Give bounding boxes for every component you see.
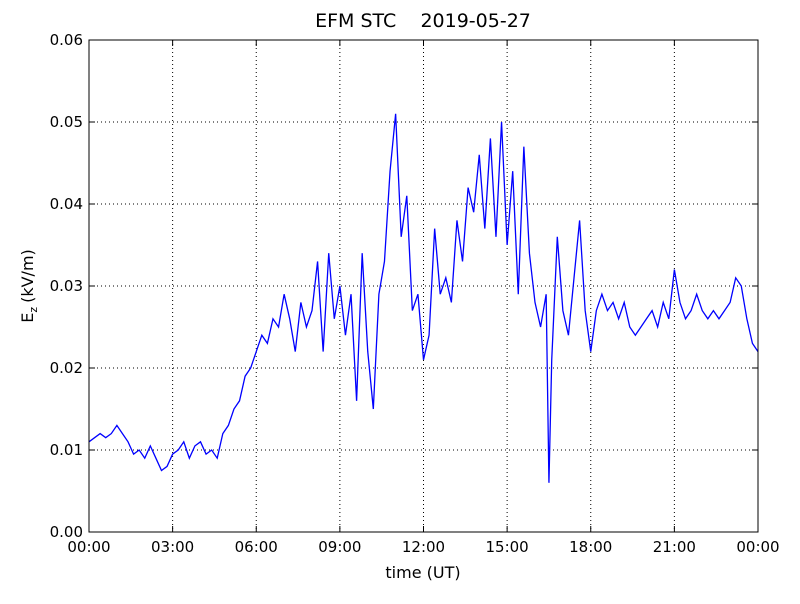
- y-tick-label: 0.00: [50, 523, 83, 541]
- y-tick-label: 0.05: [50, 113, 83, 131]
- y-label-unit: (kV/m): [18, 249, 37, 303]
- x-tick-label: 21:00: [653, 538, 696, 556]
- y-tick-label: 0.04: [50, 195, 83, 213]
- x-tick-label: 09:00: [318, 538, 361, 556]
- x-tick-label: 00:00: [67, 538, 110, 556]
- x-tick-label: 06:00: [235, 538, 278, 556]
- x-axis-label: time (UT): [385, 563, 460, 582]
- x-tick-label: 15:00: [486, 538, 529, 556]
- x-tick-label: 00:00: [736, 538, 779, 556]
- x-tick-label: 18:00: [569, 538, 612, 556]
- x-tick-label: 03:00: [151, 538, 194, 556]
- data-line: [88, 113, 759, 483]
- plot-frame: [88, 39, 759, 533]
- y-label-sub: z: [27, 307, 40, 313]
- y-label-main: E: [18, 313, 37, 323]
- y-tick-label: 0.03: [50, 277, 83, 295]
- y-tick-label: 0.01: [50, 441, 83, 459]
- y-axis-label: Ez (kV/m): [18, 249, 40, 323]
- y-tick-label: 0.06: [50, 31, 83, 49]
- x-tick-label: 12:00: [402, 538, 445, 556]
- chart-title: EFM STC 2019-05-27: [315, 10, 531, 32]
- y-tick-label: 0.02: [50, 359, 83, 377]
